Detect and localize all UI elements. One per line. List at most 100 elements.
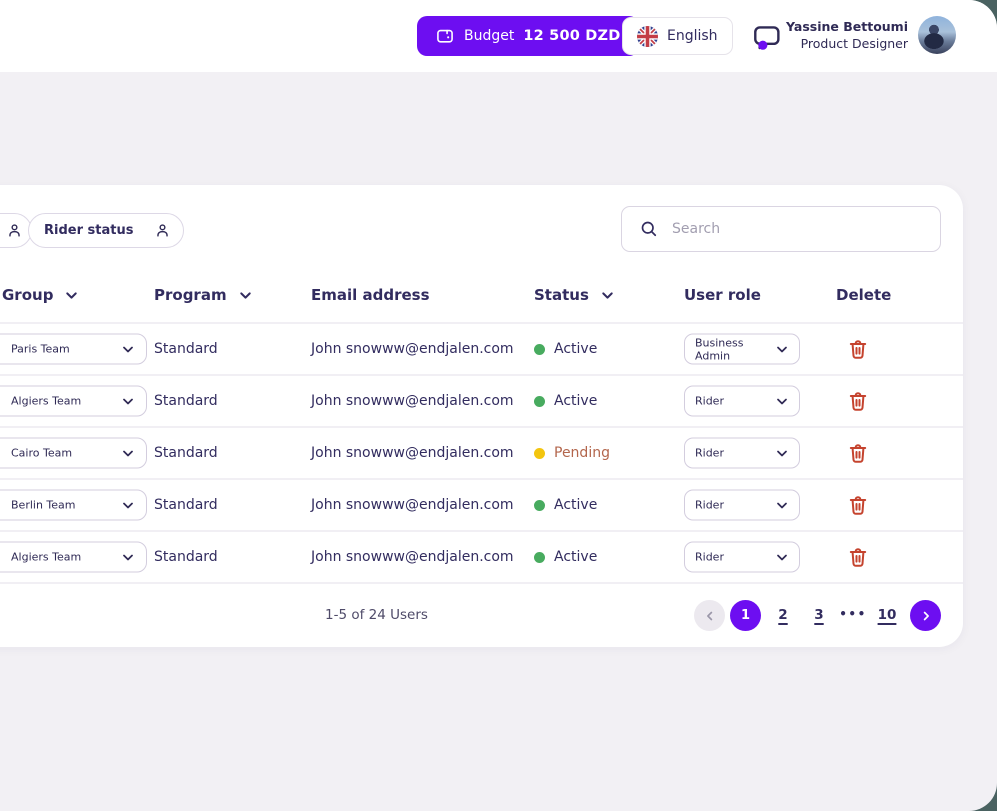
header-status-label: Status: [534, 286, 589, 304]
program-cell: Standard: [154, 497, 218, 513]
delete-button[interactable]: [846, 440, 872, 466]
header-program-label: Program: [154, 286, 227, 304]
status-cell: Pending: [534, 445, 610, 461]
delete-button[interactable]: [846, 492, 872, 518]
delete-button[interactable]: [846, 544, 872, 570]
group-select[interactable]: Algiers Team: [0, 385, 147, 417]
header-delete-label: Delete: [836, 286, 892, 304]
header-program[interactable]: Program: [154, 268, 254, 322]
chevron-left-icon: [703, 609, 717, 623]
status-label: Active: [554, 393, 598, 409]
user-role-select-value: Business Admin: [695, 336, 744, 362]
header-status[interactable]: Status: [534, 268, 616, 322]
pagination-page-3[interactable]: 3: [814, 607, 824, 623]
chevron-down-icon: [120, 393, 136, 409]
delete-button[interactable]: [846, 388, 872, 414]
status-cell: Active: [534, 549, 597, 565]
group-select[interactable]: Algiers Team: [0, 541, 147, 573]
group-select[interactable]: Paris Team: [0, 333, 147, 365]
pagination: 1-5 of 24 Users 1 2 3 ••• 10: [0, 584, 963, 647]
pagination-summary: 1-5 of 24 Users: [325, 607, 428, 623]
email-cell: John snowww@endjalen.com: [311, 341, 514, 357]
user-role-select-value: Rider: [695, 446, 724, 460]
filter-chip-rider-status[interactable]: Rider status: [28, 213, 184, 248]
avatar[interactable]: [918, 16, 956, 54]
chevron-down-icon: [774, 445, 790, 461]
chat-bubble-icon: [753, 21, 787, 53]
header-group[interactable]: Group: [2, 268, 80, 322]
user-role-select[interactable]: Rider: [684, 541, 800, 573]
email-cell: John snowww@endjalen.com: [311, 497, 514, 513]
header-email: Email address: [311, 268, 430, 322]
chevron-down-icon: [774, 341, 790, 357]
user-role-select[interactable]: Rider: [684, 437, 800, 469]
budget-amount: 12 500 DZD: [523, 28, 621, 44]
user-role-select[interactable]: Business Admin: [684, 333, 800, 365]
chevron-right-icon: [919, 609, 933, 623]
chevron-down-icon: [237, 287, 254, 304]
group-select[interactable]: Berlin Team: [0, 489, 147, 521]
status-dot: [534, 395, 545, 407]
status-dot: [534, 551, 545, 563]
messages-button[interactable]: [753, 20, 787, 54]
uk-flag-icon: [637, 25, 658, 47]
language-label: English: [667, 28, 718, 44]
budget-button[interactable]: Budget 12 500 DZD: [417, 16, 639, 56]
table-row: Algiers Team Standard John snowww@endjal…: [0, 376, 963, 428]
email-cell: John snowww@endjalen.com: [311, 549, 514, 565]
program-cell: Standard: [154, 393, 218, 409]
table-row: Algiers Team Standard John snowww@endjal…: [0, 532, 963, 584]
delete-button[interactable]: [846, 336, 872, 362]
user-info: Yassine Bettoumi Product Designer: [786, 18, 908, 52]
user-role-select-value: Rider: [695, 498, 724, 512]
status-cell: Active: [534, 497, 597, 513]
user-role-select-value: Rider: [695, 394, 724, 408]
search-input[interactable]: [670, 206, 940, 252]
pagination-ellipsis: •••: [839, 607, 867, 621]
chevron-down-icon: [120, 549, 136, 565]
users-table-card: Rider status Group: [0, 185, 963, 647]
group-select[interactable]: Cairo Team: [0, 437, 147, 469]
table-row: Paris Team Standard John snowww@endjalen…: [0, 324, 963, 376]
status-label: Active: [554, 497, 598, 513]
budget-label: Budget: [464, 28, 515, 44]
person-icon: [154, 222, 171, 239]
trash-icon: [846, 389, 872, 413]
top-bar: Budget 12 500 DZD English: [0, 0, 997, 72]
header-user-role: User role: [684, 268, 761, 322]
language-selector[interactable]: English: [622, 17, 733, 55]
email-cell: John snowww@endjalen.com: [311, 393, 514, 409]
status-label: Active: [554, 341, 598, 357]
group-select-value: Algiers Team: [11, 550, 82, 564]
status-dot: [534, 343, 545, 355]
user-role-select[interactable]: Rider: [684, 489, 800, 521]
table-row: Cairo Team Standard John snowww@endjalen…: [0, 428, 963, 480]
header-group-label: Group: [2, 286, 54, 304]
pagination-next-button[interactable]: [910, 600, 941, 631]
chevron-down-icon: [774, 549, 790, 565]
search-box: [621, 206, 941, 252]
search-icon: [639, 219, 659, 239]
pagination-page-10[interactable]: 10: [877, 607, 897, 623]
status-cell: Active: [534, 341, 597, 357]
pagination-page-1[interactable]: 1: [730, 600, 761, 631]
status-cell: Active: [534, 393, 597, 409]
chevron-down-icon: [774, 393, 790, 409]
program-cell: Standard: [154, 549, 218, 565]
pagination-page-2[interactable]: 2: [778, 607, 788, 623]
status-dot: [534, 499, 545, 511]
rider-status-label: Rider status: [44, 223, 134, 238]
group-select-value: Cairo Team: [11, 446, 73, 460]
header-user-role-label: User role: [684, 286, 761, 304]
chevron-down-icon: [63, 287, 80, 304]
user-role-select[interactable]: Rider: [684, 385, 800, 417]
group-select-value: Berlin Team: [11, 498, 76, 512]
chevron-down-icon: [120, 445, 136, 461]
header-email-label: Email address: [311, 286, 430, 304]
chevron-down-icon: [599, 287, 616, 304]
email-cell: John snowww@endjalen.com: [311, 445, 514, 461]
pagination-prev-button[interactable]: [694, 600, 725, 631]
table-header: Group Program Email address Status: [0, 268, 963, 324]
trash-icon: [846, 493, 872, 517]
